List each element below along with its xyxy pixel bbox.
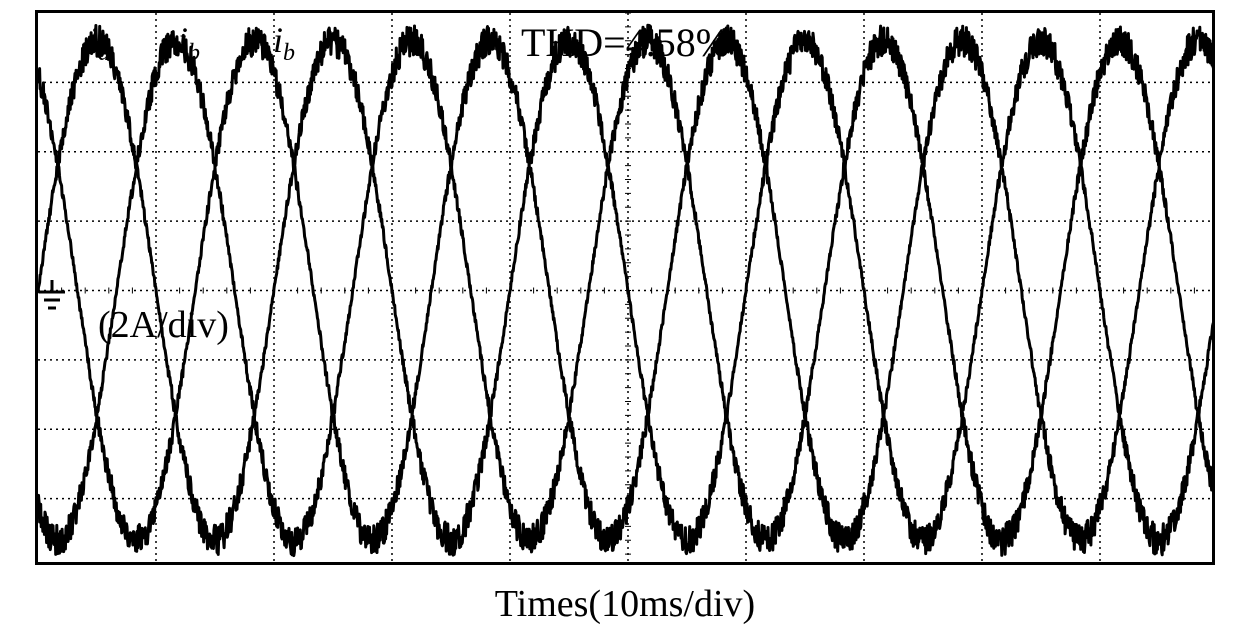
plot-frame: THD=4.58% iaibib (2A/div) [35,10,1215,565]
oscilloscope-figure: THD=4.58% iaibib (2A/div) Times(10ms/div… [35,10,1215,565]
oscilloscope-svg [38,13,1215,565]
ground-icon [37,280,67,320]
time-axis-label: Times(10ms/div) [35,582,1215,626]
